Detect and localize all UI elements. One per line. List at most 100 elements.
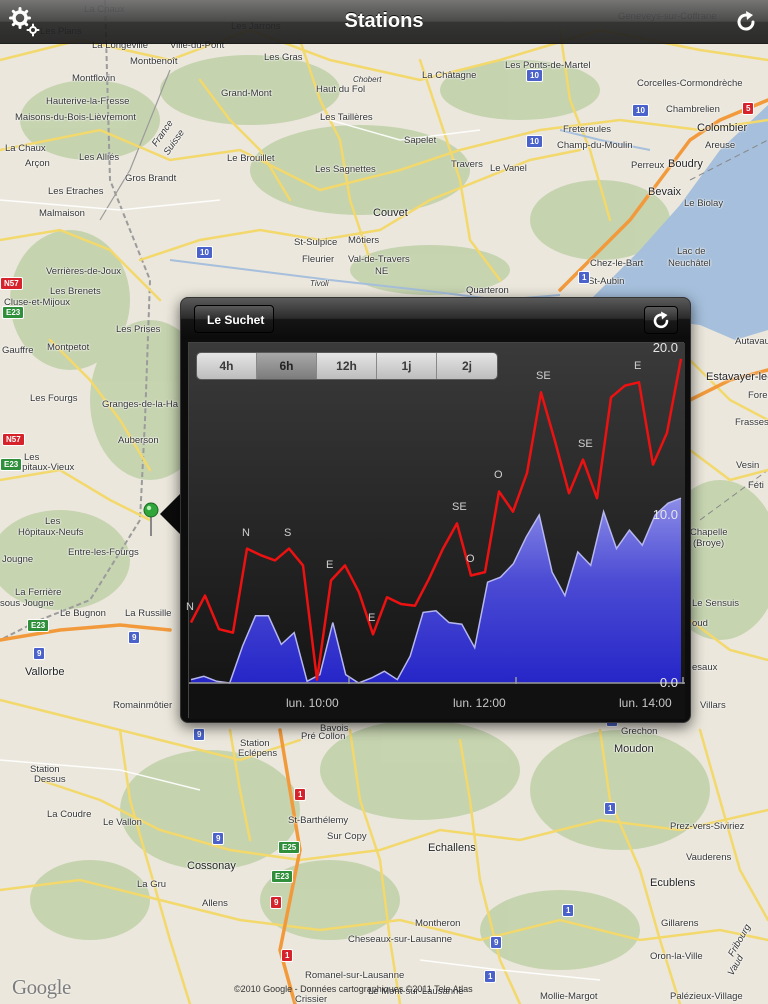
map-town: Echallens [428,842,476,854]
map-town: (Broye) [693,538,725,549]
road-shield: 1 [604,802,617,815]
map-town: Pré Collon [301,731,346,742]
map-town: Les Brenets [50,286,101,297]
map-town: Les Gras [264,52,303,63]
road-shield: 5 [742,102,755,115]
map-town: Verrières-de-Joux [46,266,121,277]
map-town: Val-de-Travers [348,254,410,265]
popover-header: Le Suchet [181,298,690,339]
wind-direction-label: SE [578,437,593,450]
map-town: Estavayer-le- [706,371,768,383]
refresh-button[interactable] [733,9,759,35]
road-shield: 10 [632,104,649,117]
x-tick-label: lun. 12:00 [453,696,506,710]
map-town: Fretereules [563,124,612,135]
map-town: Forel [748,390,768,401]
map-town: Gillarens [661,918,699,929]
map-town: Montheron [415,918,461,929]
map-town: Palézieux-Village [670,991,743,1002]
map-town: Station [30,764,60,775]
google-logo: Google [12,975,71,999]
map-town: Frasses [735,417,768,428]
map-town: La Longeville [92,40,148,51]
map-town: Auberson [118,435,159,446]
map-town: St-Barthélemy [288,815,349,826]
map-town: Montpetot [47,342,90,353]
map-town: Cheseaux-sur-Lausanne [348,934,453,945]
map-town: Bevaix [648,186,682,198]
map-town: Hôpitaux-Vieux [10,462,75,473]
map-town: Le Biolay [684,198,724,209]
map-town: sous Jougne [0,598,54,609]
range-tab-12h[interactable]: 12h [317,353,377,379]
wind-chart-canvas [189,343,685,719]
map-town: Bavois [320,723,349,734]
map-town: St-Sulpice [294,237,338,248]
map-town: Moudon [614,743,654,755]
station-popover: Le Suchet 4h 6h 12h 1j 2j 20.0 10.0 0.0 … [180,297,691,723]
map-town: Cossonay [187,860,236,872]
map-lake-label: Neuchâtel [668,258,711,269]
map-road-name: Tivoli [310,279,329,288]
station-pin[interactable] [143,502,159,538]
map-town: Arçon [25,158,50,169]
wind-direction-label: SE [452,501,467,514]
road-shield: E23 [271,870,294,883]
map-town: Perreux [631,160,665,171]
range-tab-2j[interactable]: 2j [437,353,497,379]
map-town: Les Taillères [320,112,373,123]
map-town: Travers [451,159,483,170]
map-town: Les [24,452,40,463]
road-shield: E23 [27,619,50,632]
map-pin-icon [143,502,159,536]
map-town: Féti [748,480,764,491]
map-town: Gros Brandt [125,173,177,184]
range-tab-6h[interactable]: 6h [257,353,317,379]
map-town: NE [375,266,389,277]
map-town: Vesin [736,460,760,471]
map-town: Villars [700,700,726,711]
wind-chart[interactable]: 4h 6h 12h 1j 2j 20.0 10.0 0.0 lun. 10:00… [186,340,685,719]
map-town: Le Sensuis [692,598,740,609]
back-button[interactable]: Le Suchet [194,305,275,333]
map-town: Les [45,516,61,527]
settings-button[interactable] [9,7,41,37]
map-town: Crissier [295,994,328,1004]
map-town: Couvet [373,207,408,219]
road-shield: 9 [128,631,141,644]
range-tab-4h[interactable]: 4h [197,353,257,379]
road-shield: N57 [2,433,25,446]
range-tab-1j[interactable]: 1j [377,353,437,379]
x-tick-label: lun. 14:00 [619,696,672,710]
navigation-bar: Stations [0,0,768,44]
popover-refresh-button[interactable] [644,306,678,334]
wind-direction-label: O [466,553,475,566]
map-road-name: Chobert [353,75,382,84]
map-town: La Chaux [5,143,46,154]
map-town: Vauderens [686,852,732,863]
map-town: Dessus [34,774,66,785]
wind-direction-label: E [326,558,334,571]
map-town: Hauterive-la-Fresse [46,96,130,107]
map-town: Maisons-du-Bois-Lièvremont [15,112,136,123]
map-town: Chez-le-Bart [590,258,644,269]
series-line-area [190,497,682,684]
popover-arrow [160,492,182,536]
time-range-segmented-control: 4h 6h 12h 1j 2j [196,352,498,380]
series-area [191,498,681,683]
wind-direction-label: S [284,526,292,539]
map-town: Entre-les-Fourgs [68,547,139,558]
map-town: Môtiers [348,235,380,246]
map-town: Autavaux [735,336,768,347]
series-line [189,358,683,681]
map-town: Les Sagnettes [315,164,376,175]
map-town: Grechon [621,726,658,737]
map-town: Sur Copy [327,831,367,842]
map-town: Grand-Mont [221,88,272,99]
road-shield: E25 [278,841,301,854]
map-town: La Ferrière [15,587,62,598]
road-shield: E23 [0,458,23,471]
map-town: Les Etraches [48,186,104,197]
y-tick-label: 0.0 [659,675,678,690]
map-town: Boudry [668,158,703,170]
